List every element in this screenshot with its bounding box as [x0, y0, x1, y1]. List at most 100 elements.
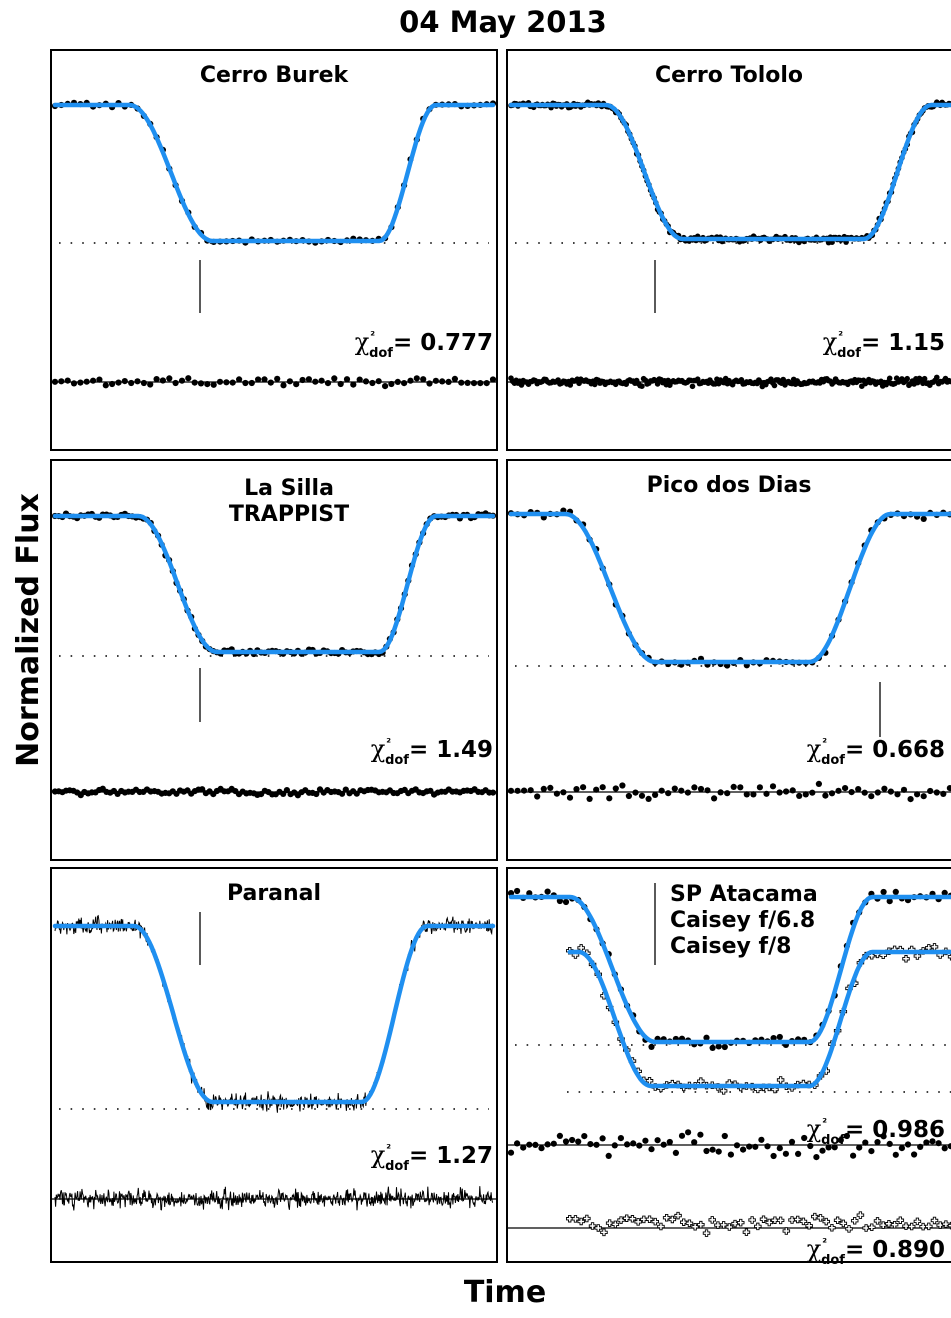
residual-point: [625, 792, 633, 800]
residual-point: [318, 377, 325, 384]
residual-point: [842, 785, 849, 792]
residual-point: [593, 786, 600, 793]
data-point: [913, 1217, 922, 1226]
residual-point: [204, 381, 211, 388]
residual-point: [825, 1144, 832, 1151]
residual-point: [413, 375, 420, 382]
residual-point: [685, 1129, 692, 1136]
chi2-label: χ² dof= 0.777: [355, 328, 493, 361]
panel-frame: [506, 459, 951, 861]
residual-point: [743, 791, 750, 798]
residual-point: [904, 375, 910, 382]
transit-model-curve: [508, 511, 951, 665]
residual-point: [521, 787, 528, 794]
residual-point: [458, 379, 465, 386]
residual-point: [166, 375, 173, 382]
residual-point: [185, 375, 192, 382]
residual-point: [874, 789, 881, 796]
residual-point: [312, 378, 319, 385]
residual-point: [855, 786, 862, 793]
residual-point: [388, 380, 395, 388]
transit-model-curve: [567, 949, 951, 1089]
chi2-label: χ² dof= 0.986: [807, 1115, 945, 1148]
data-point: [907, 1222, 916, 1231]
data-point: [634, 1218, 642, 1226]
residual-point: [819, 1147, 826, 1154]
residual-point: [556, 1132, 564, 1139]
residual-point: [738, 377, 745, 383]
residual-point: [776, 1145, 783, 1152]
data-point: [886, 898, 893, 905]
residual-point: [837, 1137, 844, 1144]
data-point: [657, 1222, 665, 1231]
residual-point: [560, 789, 567, 796]
residual-point: [507, 1149, 515, 1156]
panel-title-line: Paranal: [227, 881, 321, 906]
data-point: [600, 1228, 608, 1237]
residual-point: [639, 383, 645, 390]
residual-point: [752, 1143, 759, 1150]
panel-title-line: La Silla: [244, 476, 334, 501]
data-point: [556, 897, 564, 905]
residual-point: [96, 376, 103, 383]
residual-point: [566, 794, 574, 801]
residual-point: [923, 1139, 930, 1146]
residual-point: [274, 375, 281, 382]
residual-series: [54, 1186, 494, 1211]
residual-point: [894, 791, 901, 798]
residual-point: [382, 383, 389, 390]
residual-point: [527, 787, 534, 794]
residual-point: [197, 380, 205, 387]
panel-frame: [50, 459, 498, 861]
plot-area: [51, 912, 497, 1211]
data-point: [754, 1222, 762, 1231]
residual-point: [593, 1141, 600, 1148]
residual-point: [199, 786, 206, 793]
panel-title-line: Pico dos Dias: [647, 473, 812, 498]
residual-point: [464, 379, 471, 386]
residual-point: [917, 1143, 924, 1150]
residual-point: [592, 381, 598, 388]
residual-point: [815, 780, 823, 788]
residual-point: [740, 1146, 747, 1153]
residual-point: [70, 380, 78, 387]
data-point: [947, 1221, 951, 1230]
residual-point: [788, 1138, 796, 1145]
residual-point: [534, 793, 541, 800]
residual-point: [483, 380, 490, 387]
residual-point: [758, 1136, 765, 1143]
residual-point: [694, 376, 701, 383]
residual-point: [645, 795, 652, 803]
residual-point: [612, 785, 619, 792]
residual-point: [507, 787, 515, 794]
plot-area: [507, 883, 951, 1237]
data-point: [628, 1215, 637, 1223]
residual-point: [861, 789, 868, 796]
data-point: [697, 1220, 705, 1229]
data-point: [892, 888, 899, 896]
residual-point: [293, 381, 300, 388]
residual-point: [544, 1141, 551, 1148]
residual-point: [599, 1135, 606, 1142]
plot-area: [507, 99, 951, 390]
residual-point: [724, 790, 731, 797]
residual-point: [375, 378, 382, 385]
residual-point: [426, 380, 433, 387]
residual-point: [709, 1146, 716, 1153]
residual-point: [362, 378, 370, 385]
residual-point: [140, 379, 147, 387]
data-point: [725, 1223, 734, 1231]
data-point: [583, 1214, 591, 1223]
residual-point: [77, 379, 84, 386]
transit-model-curve: [508, 102, 951, 242]
y-axis-label: Normalized Flux: [11, 493, 46, 767]
residual-point: [350, 381, 357, 388]
residual-point: [109, 380, 116, 388]
data-point: [708, 1216, 716, 1224]
residual-point: [339, 790, 346, 797]
residual-point: [850, 1152, 857, 1159]
panel-title-line: TRAPPIST: [229, 502, 349, 527]
x-axis-label: Time: [464, 1275, 546, 1310]
residual-point: [941, 1145, 948, 1152]
